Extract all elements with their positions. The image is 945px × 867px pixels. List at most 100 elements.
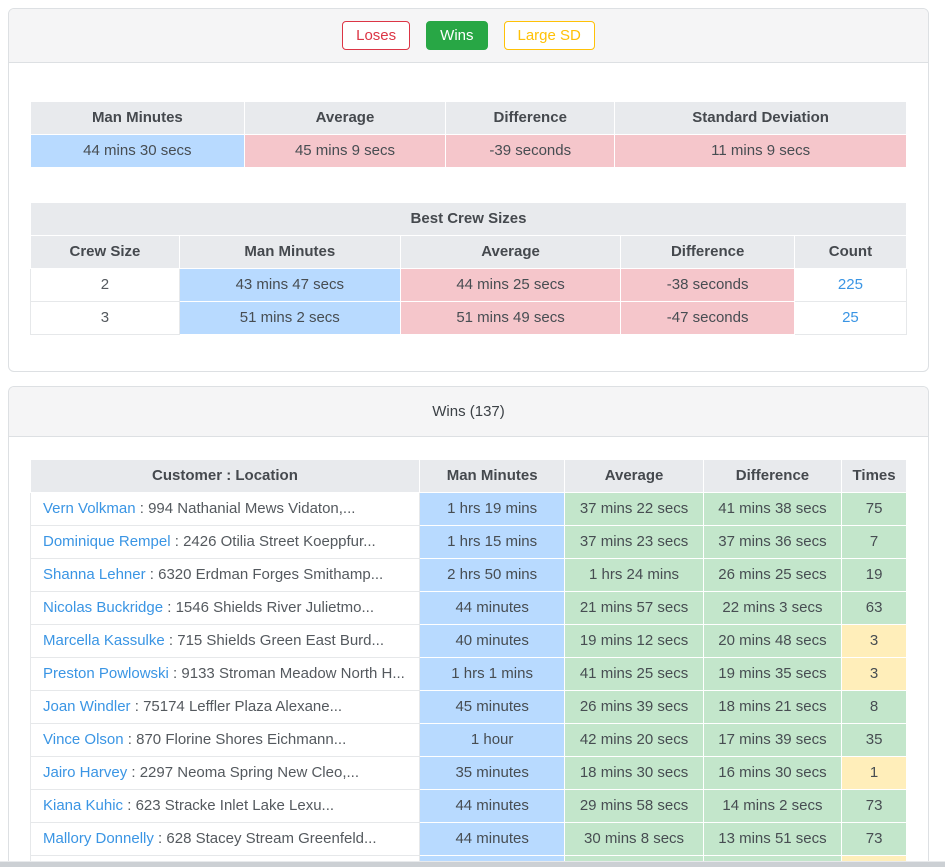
summary-difference-cell: -39 seconds — [445, 134, 616, 168]
location-text: 6320 Erdman Forges Smithamp... — [158, 566, 384, 583]
crew-header-crew-size: Crew Size — [30, 235, 180, 269]
difference-cell: -47 seconds — [620, 301, 795, 335]
man-minutes-cell: 44 minutes — [418, 822, 566, 856]
times-cell: 63 — [841, 591, 907, 625]
average-cell: 51 mins 49 secs — [399, 301, 622, 335]
count-link[interactable]: 225 — [837, 276, 863, 293]
count-cell: 25 — [793, 301, 908, 335]
table-row: Shanna Lehner : 6320 Erdman Forges Smith… — [30, 558, 907, 592]
summary-value-row: 44 mins 30 secs 45 mins 9 secs -39 secon… — [30, 134, 907, 168]
average-cell: 21 mins 57 secs — [564, 591, 704, 625]
wins-button[interactable]: Wins — [426, 21, 488, 50]
table-row: Preston Powlowski : 9133 Stroman Meadow … — [30, 657, 907, 691]
man-minutes-cell: 45 minutes — [418, 690, 566, 724]
difference-cell: 14 mins 2 secs — [702, 789, 843, 823]
customer-link[interactable]: Preston Powlowski — [43, 665, 169, 682]
location-text: 715 Shields Green East Burd... — [177, 632, 385, 649]
man-minutes-cell: 43 mins 47 secs — [178, 268, 401, 302]
location-text: 994 Nathanial Mews Vidaton,... — [148, 500, 356, 517]
summary-std-dev-cell: 11 mins 9 secs — [614, 134, 907, 168]
location-text: 628 Stacey Stream Greenfeld... — [166, 830, 377, 847]
count-link[interactable]: 25 — [842, 309, 859, 326]
times-cell: 8 — [841, 690, 907, 724]
separator: : — [145, 566, 159, 583]
man-minutes-cell: 1 hour — [418, 723, 566, 757]
summary-panel-body: Man Minutes Average Difference Standard … — [9, 63, 928, 371]
customer-link[interactable]: Vern Volkman — [43, 500, 136, 517]
times-cell: 73 — [841, 822, 907, 856]
table-row: Vince Olson : 870 Florine Shores Eichman… — [30, 723, 907, 757]
average-cell: 44 mins 25 secs — [399, 268, 622, 302]
wins-header-difference: Difference — [702, 459, 843, 493]
separator: : — [164, 632, 178, 649]
customer-link[interactable]: Vince Olson — [43, 731, 124, 748]
summary-header-average: Average — [243, 101, 447, 135]
summary-table: Man Minutes Average Difference Standard … — [30, 101, 907, 168]
customer-location-cell: Preston Powlowski : 9133 Stroman Meadow … — [30, 657, 420, 691]
man-minutes-cell: 51 mins 2 secs — [178, 301, 401, 335]
location-text: 9133 Stroman Meadow North H... — [181, 665, 405, 682]
average-cell: 42 mins 20 secs — [564, 723, 704, 757]
difference-cell: 17 mins 39 secs — [702, 723, 843, 757]
separator: : — [163, 599, 176, 616]
best-crew-sizes-table: Best Crew Sizes Crew Size Man Minutes Av… — [30, 202, 908, 335]
average-cell: 41 mins 25 secs — [564, 657, 704, 691]
table-row: Vern Volkman : 994 Nathanial Mews Vidato… — [30, 492, 907, 526]
location-text: 2297 Neoma Spring New Cleo,... — [139, 764, 359, 781]
separator: : — [153, 830, 167, 847]
filter-toolbar: Loses Wins Large SD — [9, 9, 928, 63]
average-cell: 29 mins 58 secs — [564, 789, 704, 823]
difference-cell: 19 mins 35 secs — [702, 657, 843, 691]
large-sd-button[interactable]: Large SD — [503, 21, 595, 50]
crew-size-cell: 2 — [30, 268, 180, 302]
table-row: Nicolas Buckridge : 1546 Shields River J… — [30, 591, 907, 625]
customer-location-cell: Mallory Donnelly : 628 Stacey Stream Gre… — [30, 822, 420, 856]
summary-panel: Loses Wins Large SD Man Minutes Average … — [8, 8, 929, 372]
table-row: Mallory Donnelly : 628 Stacey Stream Gre… — [30, 822, 907, 856]
summary-header-difference: Difference — [445, 101, 616, 135]
times-cell: 19 — [841, 558, 907, 592]
customer-link[interactable]: Marcella Kassulke — [43, 632, 165, 649]
customer-location-cell: Dominique Rempel : 2426 Otilia Street Ko… — [30, 525, 420, 559]
separator: : — [127, 764, 140, 781]
average-cell: 26 mins 39 secs — [564, 690, 704, 724]
loses-button[interactable]: Loses — [342, 21, 411, 50]
customer-link[interactable]: Nicolas Buckridge — [43, 599, 164, 616]
wins-panel-heading: Wins (137) — [9, 387, 928, 437]
summary-header-row: Man Minutes Average Difference Standard … — [30, 101, 907, 135]
separator: : — [168, 665, 182, 682]
crew-header-difference: Difference — [620, 235, 795, 269]
times-cell: 7 — [841, 525, 907, 559]
difference-cell: 22 mins 3 secs — [702, 591, 843, 625]
wins-header-average: Average — [564, 459, 704, 493]
location-text: 623 Stracke Inlet Lake Lexu... — [135, 797, 335, 814]
difference-cell: 26 mins 25 secs — [702, 558, 843, 592]
customer-link[interactable]: Dominique Rempel — [43, 533, 171, 550]
times-cell: 73 — [841, 789, 907, 823]
customer-location-cell: Joan Windler : 75174 Leffler Plaza Alexa… — [30, 690, 420, 724]
average-cell: 19 mins 12 secs — [564, 624, 704, 658]
customer-link[interactable]: Joan Windler — [43, 698, 131, 715]
customer-link[interactable]: Mallory Donnelly — [43, 830, 154, 847]
separator: : — [123, 731, 137, 748]
customer-link[interactable]: Shanna Lehner — [43, 566, 146, 583]
man-minutes-cell: 35 minutes — [418, 756, 566, 790]
man-minutes-cell: 44 minutes — [418, 789, 566, 823]
summary-header-std-dev: Standard Deviation — [614, 101, 907, 135]
separator: : — [135, 500, 149, 517]
wins-header-customer-location: Customer : Location — [30, 459, 420, 493]
horizontal-scrollbar[interactable] — [0, 861, 945, 867]
crew-size-cell: 3 — [30, 301, 180, 335]
table-row: Dominique Rempel : 2426 Otilia Street Ko… — [30, 525, 907, 559]
times-cell: 75 — [841, 492, 907, 526]
difference-cell: 41 mins 38 secs — [702, 492, 843, 526]
customer-link[interactable]: Jairo Harvey — [43, 764, 128, 781]
separator: : — [130, 698, 144, 715]
customer-location-cell: Marcella Kassulke : 715 Shields Green Ea… — [30, 624, 420, 658]
customer-location-cell: Shanna Lehner : 6320 Erdman Forges Smith… — [30, 558, 420, 592]
customer-link[interactable]: Kiana Kuhic — [43, 797, 124, 814]
times-cell: 3 — [841, 657, 907, 691]
man-minutes-cell: 44 minutes — [418, 591, 566, 625]
man-minutes-cell: 1 hrs 19 mins — [418, 492, 566, 526]
